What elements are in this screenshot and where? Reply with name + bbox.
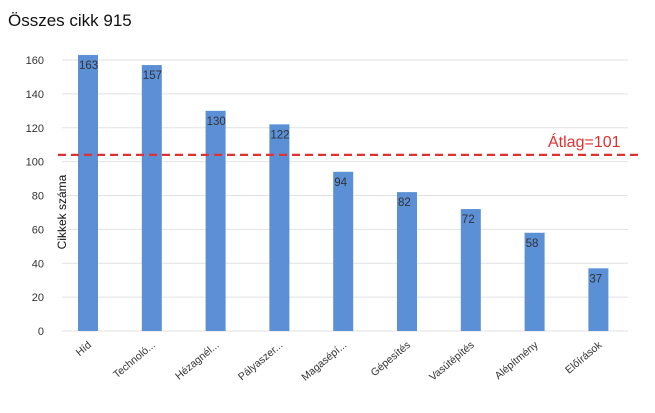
y-tick-label: 0 (38, 326, 44, 338)
y-tick-label: 20 (32, 292, 44, 304)
bar (460, 209, 481, 331)
data-label: 58 (526, 238, 539, 250)
category-label: Előírások (563, 339, 605, 377)
bar (269, 124, 290, 331)
category-labels: Híd Technoló... Hézagnél... Pályaszer... Mag… (74, 339, 605, 384)
category-label: Alépítmény (493, 339, 542, 382)
bar (205, 110, 226, 331)
y-axis-ticks: 0 20 40 60 80 100 120 140 160 (26, 55, 44, 338)
category-label: Gépesítés (369, 339, 413, 379)
y-tick-label: 140 (26, 89, 44, 101)
category-label: Vasútépítés (427, 339, 477, 383)
category-label: Pályaszer... (236, 339, 285, 383)
data-label: 157 (143, 70, 162, 82)
bar (141, 65, 162, 332)
y-tick-label: 160 (26, 55, 44, 67)
data-label: 82 (398, 197, 411, 209)
bars (78, 54, 609, 332)
chart-title: Összes cikk 915 (8, 11, 132, 30)
category-label: Híd (74, 339, 94, 359)
data-labels: 163 157 130 122 94 82 72 58 37 (79, 60, 602, 285)
y-tick-label: 40 (32, 258, 44, 270)
bar (397, 192, 417, 331)
bar (588, 268, 609, 331)
data-label: 122 (270, 129, 289, 141)
category-label: Hézagnél... (173, 339, 221, 382)
y-tick-label: 120 (26, 123, 44, 135)
y-tick-label: 100 (26, 157, 44, 169)
data-label: 37 (589, 273, 602, 285)
data-label: 72 (462, 214, 475, 226)
data-label: 130 (207, 116, 226, 128)
y-tick-label: 80 (32, 191, 44, 203)
bar (524, 232, 545, 331)
average-label: Átlag=101 (548, 132, 621, 151)
y-tick-label: 60 (32, 224, 44, 236)
bar (78, 54, 98, 331)
data-label: 163 (79, 60, 98, 72)
category-label: Technoló... (111, 339, 158, 381)
data-label: 94 (334, 177, 347, 189)
category-label: Magasépí... (299, 339, 349, 383)
y-axis-label: Cikkek száma (55, 174, 69, 249)
bar (333, 171, 354, 331)
